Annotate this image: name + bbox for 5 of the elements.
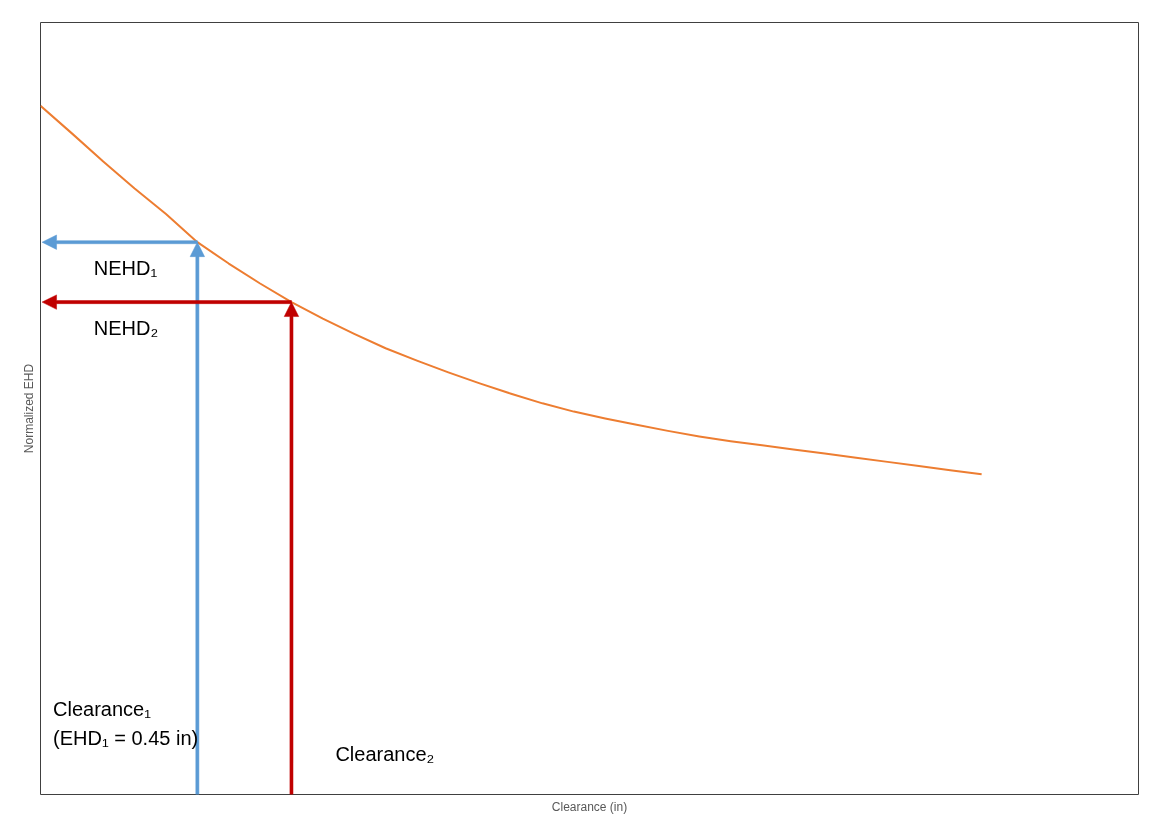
ref-line-label: NEHD₁ [93,257,158,280]
x-axis-title: Clearance (in) [551,799,628,814]
y-axis-title: Normalized EHD [21,363,36,454]
ref-line-label: NEHD₂ [93,317,159,340]
annotation: Clearance₂ [335,742,435,765]
